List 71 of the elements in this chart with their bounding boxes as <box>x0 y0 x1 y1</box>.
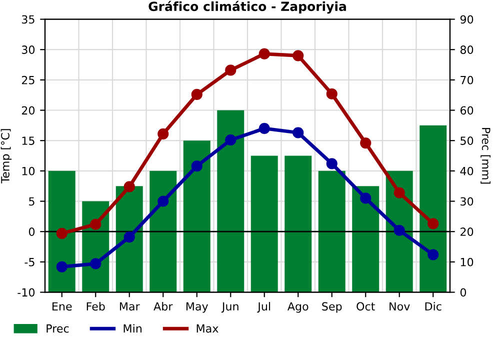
bar <box>48 170 76 292</box>
x-tick-label: Ago <box>287 302 308 313</box>
x-tick-label: Feb <box>86 302 105 311</box>
point <box>191 160 202 172</box>
y-axis-title: Temp [°C] <box>0 129 12 184</box>
y2-tick-label: 60 <box>460 106 474 115</box>
y-tick-label: 20 <box>22 106 35 115</box>
point <box>225 64 236 76</box>
bar <box>150 170 177 292</box>
bar <box>284 156 312 292</box>
legend-label: Max <box>196 324 218 333</box>
legend-label: Min <box>124 324 142 333</box>
point <box>191 88 202 100</box>
point <box>326 88 338 100</box>
bar <box>250 156 278 292</box>
y2-tick-label: 70 <box>460 76 474 84</box>
point <box>124 231 135 243</box>
legend-label: Prec <box>46 324 69 333</box>
y2-tick-label: 90 <box>460 15 474 24</box>
point <box>124 181 135 192</box>
y-tick-label: 25 <box>22 76 34 84</box>
point <box>428 218 439 230</box>
x-tick-label: Nov <box>390 302 410 311</box>
point <box>90 258 102 270</box>
point <box>394 187 405 198</box>
bar <box>352 186 380 292</box>
point <box>360 192 372 204</box>
y-tick-label: 35 <box>22 15 34 24</box>
y2-tick-label: 0 <box>460 288 466 297</box>
chart-title: Gráfico climático - Zaporiyia <box>148 0 346 14</box>
y-tick-label: 5 <box>29 197 34 206</box>
point <box>158 196 169 207</box>
point <box>428 249 439 260</box>
x-tick-label: Abr <box>154 302 173 311</box>
y-tick-label: -10 <box>18 288 35 297</box>
point <box>90 218 102 230</box>
y2-tick-label: 40 <box>460 166 474 176</box>
y2-tick-label: 80 <box>460 46 474 54</box>
y2-tick-label: 50 <box>460 136 474 145</box>
y-tick-label: 15 <box>22 136 34 145</box>
x-tick-label: Jul <box>257 302 270 313</box>
bar <box>183 140 210 292</box>
y2-tick-label: 20 <box>460 228 474 236</box>
point <box>326 158 338 170</box>
x-tick-label: Oct <box>356 302 375 311</box>
bar <box>318 170 346 292</box>
y2-tick-label: 10 <box>460 258 474 266</box>
x-tick-label: Jun <box>221 302 238 313</box>
y-tick-label: -5 <box>24 258 34 266</box>
y2-axis-title: Prec [mm] <box>480 128 491 184</box>
x-tick-label: Sep <box>322 302 342 313</box>
y-tick-label: 0 <box>28 228 35 236</box>
x-tick-label: Ene <box>52 302 72 311</box>
point <box>56 228 68 239</box>
point <box>360 137 372 149</box>
bar <box>217 110 244 292</box>
y-tick-label: 10 <box>22 166 35 176</box>
point <box>292 50 304 62</box>
point <box>258 48 270 60</box>
point <box>225 134 236 146</box>
point <box>292 127 304 138</box>
bar <box>420 125 447 292</box>
x-tick-label: Mar <box>120 302 140 311</box>
point <box>258 122 270 134</box>
point <box>158 128 169 140</box>
point <box>56 261 68 272</box>
y2-tick-label: 30 <box>460 197 474 206</box>
point <box>394 224 405 236</box>
x-tick-label: Dic <box>425 302 442 311</box>
y-tick-label: 30 <box>22 46 35 54</box>
x-tick-label: May <box>186 302 208 313</box>
